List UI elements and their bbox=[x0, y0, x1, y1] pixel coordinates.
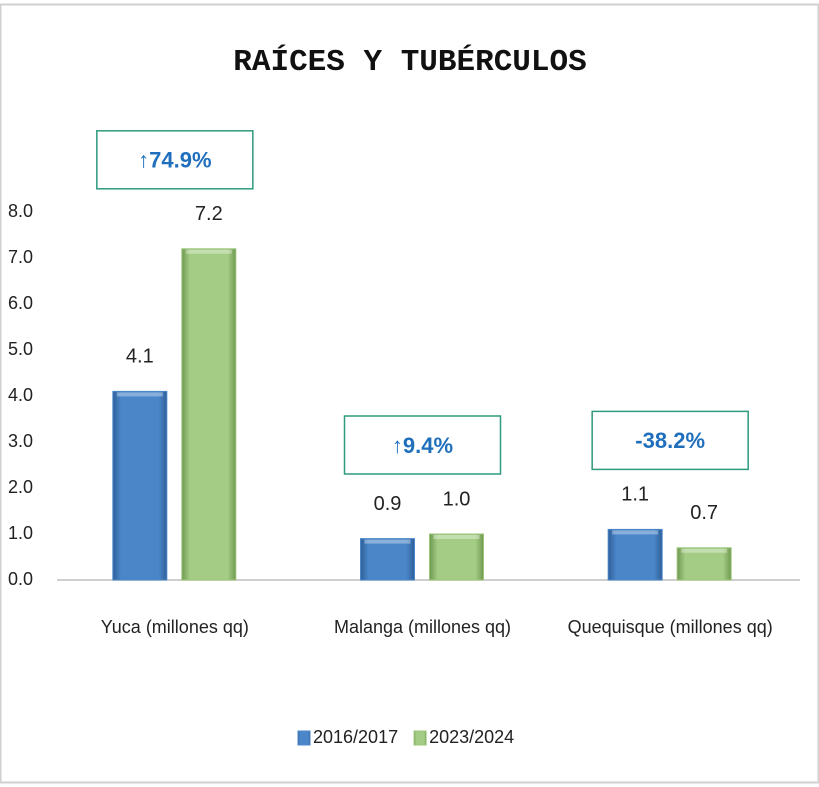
bar-bevel bbox=[185, 249, 232, 254]
bar bbox=[181, 248, 237, 581]
x-tick-label: Quequisque (millones qq) bbox=[568, 617, 773, 637]
y-tick-label: 0.0 bbox=[8, 569, 33, 589]
y-tick-label: 1.0 bbox=[8, 523, 33, 543]
bar bbox=[429, 533, 484, 581]
annotation-box bbox=[343, 415, 502, 475]
bar bbox=[676, 547, 732, 581]
bar bbox=[360, 538, 415, 581]
bar bbox=[607, 528, 663, 581]
value-label: 7.2 bbox=[195, 203, 223, 225]
legend-swatch bbox=[413, 730, 427, 746]
bar-bevel bbox=[364, 539, 411, 544]
legend-label: 2023/2024 bbox=[429, 727, 514, 747]
x-tick-label: Malanga (millones qq) bbox=[334, 617, 511, 637]
y-tick-label: 6.0 bbox=[8, 293, 33, 313]
y-tick-label: 3.0 bbox=[8, 431, 33, 451]
value-label: 1.0 bbox=[443, 488, 471, 510]
bar-bevel bbox=[116, 392, 163, 397]
value-label: 0.7 bbox=[690, 502, 718, 524]
y-tick-label: 5.0 bbox=[8, 339, 33, 359]
y-tick-label: 7.0 bbox=[8, 247, 33, 267]
chart-title: RAÍCES Y TUBÉRCULOS bbox=[233, 43, 586, 80]
annotation-box bbox=[591, 410, 749, 471]
value-label: 4.1 bbox=[126, 346, 154, 368]
value-label: 1.1 bbox=[621, 484, 649, 506]
annotation: -38.2% bbox=[635, 428, 705, 453]
annotation: ↑74.9% bbox=[138, 148, 211, 173]
annotation: ↑9.4% bbox=[392, 433, 453, 458]
annotation-box bbox=[96, 130, 254, 190]
y-tick-label: 4.0 bbox=[8, 385, 33, 405]
bar bbox=[112, 390, 168, 581]
bar-bevel bbox=[612, 530, 659, 535]
value-label: 0.9 bbox=[374, 493, 402, 515]
legend-swatch bbox=[297, 730, 311, 746]
x-tick-label: Yuca (millones qq) bbox=[101, 617, 249, 637]
y-tick-label: 8.0 bbox=[8, 201, 33, 221]
legend-label: 2016/2017 bbox=[313, 727, 398, 747]
y-tick-label: 2.0 bbox=[8, 477, 33, 497]
bar-bevel bbox=[433, 535, 480, 539]
bar-bevel bbox=[681, 548, 728, 553]
